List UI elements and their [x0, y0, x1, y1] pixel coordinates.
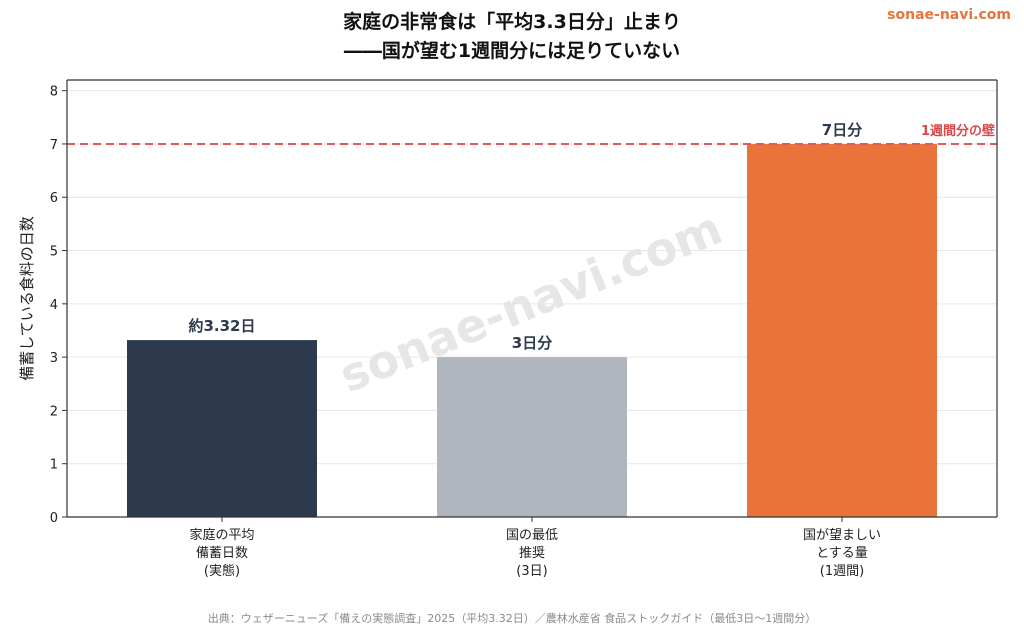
y-tick-label: 1	[50, 458, 58, 473]
y-axis-label: 備蓄している食料の日数	[18, 216, 36, 381]
y-tick-label: 0	[50, 511, 58, 526]
y-tick-label: 8	[50, 85, 58, 100]
chart-title-line1: 家庭の非常食は「平均3.3日分」止まり	[343, 11, 681, 33]
x-tick-label-3-1: 国が望ましい	[803, 527, 881, 543]
data-label-3: 7日分	[822, 121, 862, 139]
y-tick-label: 3	[50, 351, 58, 366]
x-tick-label-3-2: とする量	[816, 546, 868, 561]
y-tick-label: 4	[50, 298, 58, 313]
x-tick-label-2-1: 国の最低	[506, 528, 558, 543]
brand-label: sonae-navi.com	[887, 7, 1011, 23]
y-tick-label: 5	[50, 245, 58, 260]
x-tick-label-1-2: 備蓄日数	[196, 545, 248, 561]
x-tick-label-3-3: (1週間)	[820, 564, 864, 579]
x-tick-label-1-3: (実態)	[204, 563, 240, 579]
chart-title-line2: ――国が望む1週間分には足りていない	[343, 40, 681, 62]
y-tick-label: 6	[50, 191, 58, 206]
source-note: 出典：ウェザーニューズ「備えの実態調査」2025（平均3.32日）／農林水産省 …	[207, 612, 817, 625]
x-tick-label-2-3: (3日)	[516, 564, 547, 579]
bar-3	[747, 143, 937, 517]
bar-2	[437, 357, 627, 517]
reference-line-label: 1週間分の壁	[921, 123, 995, 139]
bar-1	[127, 340, 317, 517]
data-label-1: 約3.32日	[188, 317, 255, 335]
y-tick-label: 7	[50, 138, 58, 153]
chart-title: 家庭の非常食は「平均3.3日分」止まり ――国が望む1週間分には足りていない	[0, 8, 1024, 66]
y-tick-label: 2	[50, 404, 58, 419]
x-tick-label-1-1: 家庭の平均	[189, 527, 254, 543]
x-tick-label-2-2: 推奨	[519, 546, 545, 561]
data-label-2: 3日分	[512, 334, 552, 352]
